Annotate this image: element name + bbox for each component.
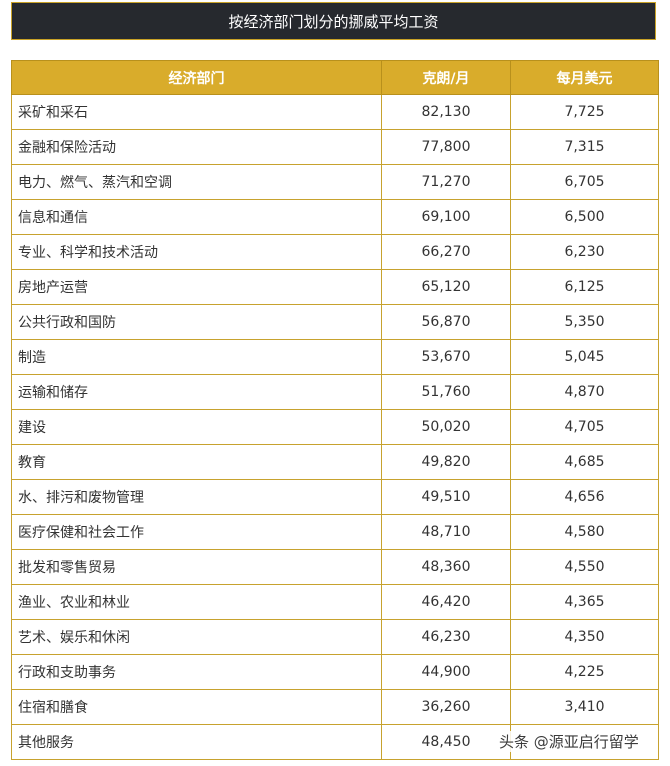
table-row: 渔业、农业和林业 46,420 4,365 <box>11 584 659 620</box>
sector-cell: 金融和保险活动 <box>11 129 382 165</box>
sector-cell: 住宿和膳食 <box>11 689 382 725</box>
nok-value-cell: 82,130 <box>381 94 511 130</box>
table-row: 信息和通信 69,100 6,500 <box>11 199 659 235</box>
usd-value-cell: 5,350 <box>510 304 659 340</box>
sector-cell: 专业、科学和技术活动 <box>11 234 382 270</box>
table-row: 水、排污和废物管理 49,510 4,656 <box>11 479 659 515</box>
usd-value-cell: 4,656 <box>510 479 659 515</box>
nok-value-cell: 50,020 <box>381 409 511 445</box>
table-row: 建设 50,020 4,705 <box>11 409 659 445</box>
usd-value-cell: 4,580 <box>510 514 659 550</box>
sector-cell: 制造 <box>11 339 382 375</box>
nok-value-cell: 66,270 <box>381 234 511 270</box>
nok-value-cell: 56,870 <box>381 304 511 340</box>
table-row: 艺术、娱乐和休闲 46,230 4,350 <box>11 619 659 655</box>
sector-cell: 电力、燃气、蒸汽和空调 <box>11 164 382 200</box>
nok-value-cell: 46,420 <box>381 584 511 620</box>
usd-value-cell: 6,705 <box>510 164 659 200</box>
sector-cell: 渔业、农业和林业 <box>11 584 382 620</box>
sector-cell: 艺术、娱乐和休闲 <box>11 619 382 655</box>
usd-value-cell: 4,225 <box>510 654 659 690</box>
table-row: 批发和零售贸易 48,360 4,550 <box>11 549 659 585</box>
watermark: 头条 @源亚启行留学 <box>497 731 641 752</box>
column-header-sector: 经济部门 <box>11 60 382 95</box>
sector-cell: 批发和零售贸易 <box>11 549 382 585</box>
nok-value-cell: 48,450 <box>381 724 511 760</box>
nok-value-cell: 36,260 <box>381 689 511 725</box>
table-row: 公共行政和国防 56,870 5,350 <box>11 304 659 340</box>
nok-value-cell: 51,760 <box>381 374 511 410</box>
table-row: 行政和支助事务 44,900 4,225 <box>11 654 659 690</box>
table-header-row: 经济部门 克朗/月 每月美元 <box>11 60 659 95</box>
nok-value-cell: 48,710 <box>381 514 511 550</box>
table-row: 专业、科学和技术活动 66,270 6,230 <box>11 234 659 270</box>
sector-cell: 运输和储存 <box>11 374 382 410</box>
nok-value-cell: 71,270 <box>381 164 511 200</box>
sector-cell: 水、排污和废物管理 <box>11 479 382 515</box>
usd-value-cell: 3,410 <box>510 689 659 725</box>
usd-value-cell: 4,365 <box>510 584 659 620</box>
usd-value-cell: 5,045 <box>510 339 659 375</box>
nok-value-cell: 53,670 <box>381 339 511 375</box>
usd-value-cell: 7,725 <box>510 94 659 130</box>
nok-value-cell: 77,800 <box>381 129 511 165</box>
nok-value-cell: 48,360 <box>381 549 511 585</box>
table-row: 房地产运营 65,120 6,125 <box>11 269 659 305</box>
usd-value-cell: 6,230 <box>510 234 659 270</box>
sector-cell: 建设 <box>11 409 382 445</box>
nok-value-cell: 49,820 <box>381 444 511 480</box>
sector-cell: 教育 <box>11 444 382 480</box>
table-row: 住宿和膳食 36,260 3,410 <box>11 689 659 725</box>
sector-cell: 采矿和采石 <box>11 94 382 130</box>
table-row: 运输和储存 51,760 4,870 <box>11 374 659 410</box>
nok-value-cell: 69,100 <box>381 199 511 235</box>
table-row: 采矿和采石 82,130 7,725 <box>11 94 659 130</box>
usd-value-cell: 4,550 <box>510 549 659 585</box>
usd-value-cell: 4,350 <box>510 619 659 655</box>
sector-cell: 医疗保健和社会工作 <box>11 514 382 550</box>
sector-cell: 其他服务 <box>11 724 382 760</box>
table-row: 医疗保健和社会工作 48,710 4,580 <box>11 514 659 550</box>
nok-value-cell: 46,230 <box>381 619 511 655</box>
table-title: 按经济部门划分的挪威平均工资 <box>11 2 656 40</box>
sector-cell: 房地产运营 <box>11 269 382 305</box>
sector-cell: 公共行政和国防 <box>11 304 382 340</box>
usd-value-cell: 6,125 <box>510 269 659 305</box>
table-row: 金融和保险活动 77,800 7,315 <box>11 129 659 165</box>
table-row: 电力、燃气、蒸汽和空调 71,270 6,705 <box>11 164 659 200</box>
usd-value-cell: 4,870 <box>510 374 659 410</box>
nok-value-cell: 44,900 <box>381 654 511 690</box>
nok-value-cell: 65,120 <box>381 269 511 305</box>
sector-cell: 行政和支助事务 <box>11 654 382 690</box>
usd-value-cell: 4,685 <box>510 444 659 480</box>
usd-value-cell: 7,315 <box>510 129 659 165</box>
salary-table: 经济部门 克朗/月 每月美元 采矿和采石 82,130 7,725 金融和保险活动 77… <box>11 60 659 760</box>
nok-value-cell: 49,510 <box>381 479 511 515</box>
table-row: 教育 49,820 4,685 <box>11 444 659 480</box>
usd-value-cell: 6,500 <box>510 199 659 235</box>
column-header-usd-per-month: 每月美元 <box>510 60 659 95</box>
column-header-nok-per-month: 克朗/月 <box>381 60 511 95</box>
table-row: 制造 53,670 5,045 <box>11 339 659 375</box>
sector-cell: 信息和通信 <box>11 199 382 235</box>
usd-value-cell: 4,705 <box>510 409 659 445</box>
